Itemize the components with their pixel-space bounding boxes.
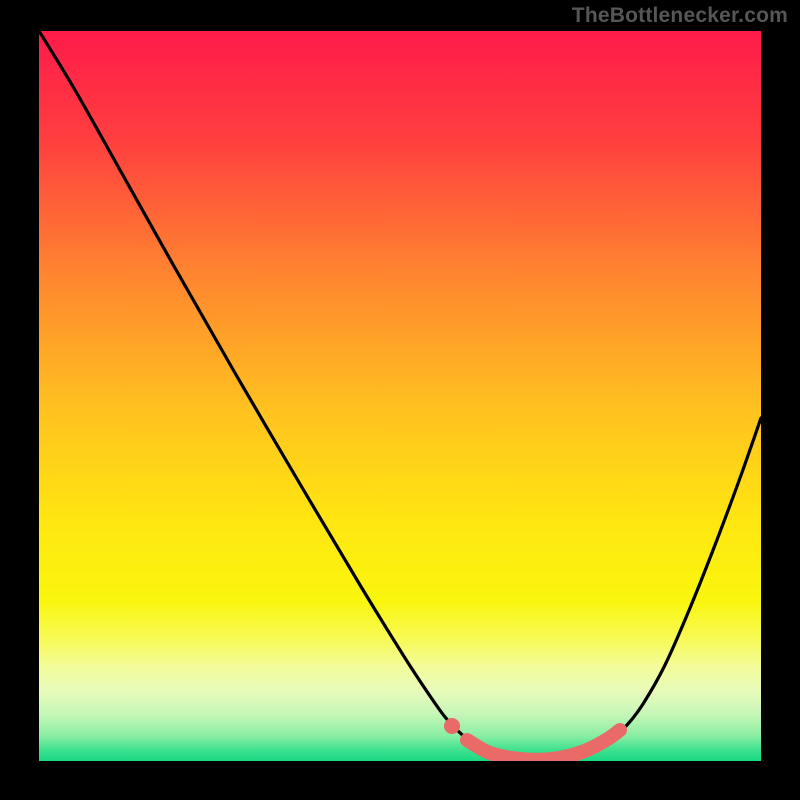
bottleneck-chart (0, 0, 800, 800)
axis-border-right (761, 0, 800, 800)
watermark: TheBottlenecker.com (572, 4, 788, 28)
chart-container: { "watermark": { "text": "TheBottlenecke… (0, 0, 800, 800)
axis-border-left (0, 0, 39, 800)
axis-border-bottom (0, 761, 800, 800)
optimal-range-dot (444, 718, 460, 734)
